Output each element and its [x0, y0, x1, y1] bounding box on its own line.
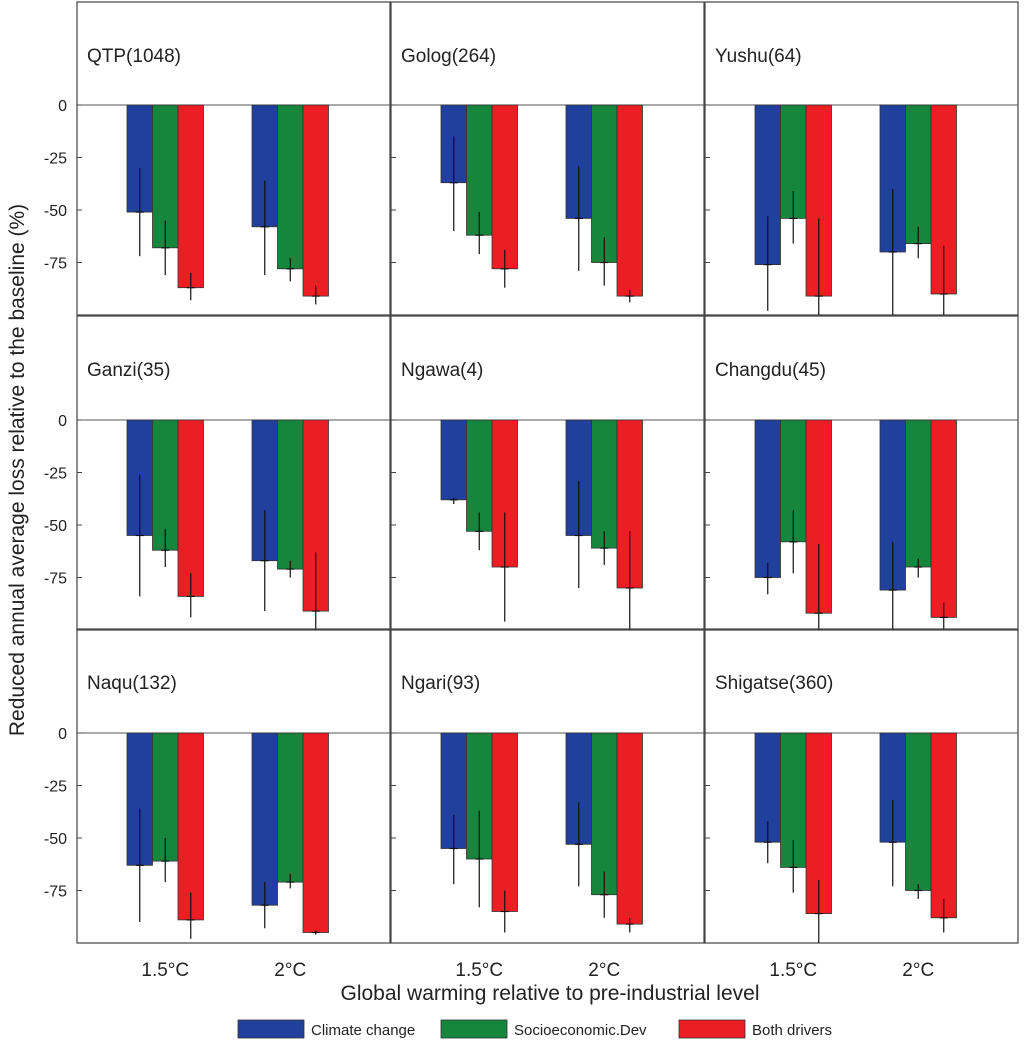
- bar-climate-change: [251, 732, 278, 906]
- panel-qtp-1048: QTP(1048) 0 -25 -50 -75: [44, 1, 391, 316]
- y-tick-label: -50: [44, 518, 67, 535]
- bar-socioeconomic-dev: [591, 104, 618, 263]
- panel-yushu-64: Yushu(64): [704, 1, 1019, 316]
- bar-climate-change: [440, 419, 467, 501]
- y-tick-label: -25: [44, 151, 67, 168]
- y-tick-label: -75: [44, 571, 67, 588]
- panel-title: Ngari(93): [401, 673, 480, 694]
- panel-changdu-45: Changdu(45): [704, 315, 1019, 631]
- panel-shigatse-360: Shigatse(360) 1.5°C 2°C: [704, 628, 1019, 981]
- bar-both-drivers: [616, 732, 643, 925]
- bar-socioeconomic-dev: [591, 732, 618, 896]
- legend: Climate change Socioeconomic.Dev Both driv…: [237, 1019, 832, 1039]
- legend-swatch-socioeconomic-dev: [440, 1019, 508, 1039]
- panel-frame: [704, 1, 1019, 316]
- panel-title: Yushu(64): [715, 46, 802, 67]
- legend-label: Climate change: [311, 1022, 415, 1039]
- legend-label: Socioeconomic.Dev: [514, 1022, 647, 1039]
- bar-both-drivers: [930, 732, 957, 919]
- panel-title: Shigatse(360): [715, 673, 833, 694]
- panel-golog-264: Golog(264): [390, 1, 705, 316]
- panel-ganzi-35: Ganzi(35) 0 -25 -50 -75: [44, 315, 391, 631]
- bar-both-drivers: [491, 732, 518, 912]
- y-tick-label: -25: [44, 466, 67, 483]
- panel-frame: [390, 1, 705, 316]
- x-tick-label: 1.5°C: [141, 960, 189, 981]
- panel-naqu-132: Naqu(132) 0 -25 -50 -75 1.5°C 2°C: [44, 628, 391, 981]
- x-axis-label: Global warming relative to pre-industria…: [340, 982, 759, 1005]
- y-tick-label: -75: [44, 884, 67, 901]
- bar-socioeconomic-dev: [591, 419, 618, 549]
- bar-socioeconomic-dev: [277, 104, 304, 270]
- panels-layer: QTP(1048) 0 -25 -50 -75 Golog(264) Yushu(64) Ga…: [44, 1, 1019, 981]
- x-tick-label: 1.5°C: [455, 960, 503, 981]
- bar-both-drivers: [616, 104, 643, 297]
- y-tick-label: 0: [58, 98, 67, 115]
- x-tick-label: 1.5°C: [769, 960, 817, 981]
- y-tick-label: -25: [44, 779, 67, 796]
- y-tick-label: 0: [58, 726, 67, 743]
- panel-title: Golog(264): [401, 46, 496, 67]
- bar-socioeconomic-dev: [905, 732, 932, 891]
- bar-both-drivers: [177, 104, 204, 289]
- bar-climate-change: [754, 419, 781, 578]
- legend-label: Both drivers: [752, 1022, 832, 1039]
- y-tick-label: 0: [58, 413, 67, 430]
- bar-socioeconomic-dev: [277, 732, 304, 883]
- bar-both-drivers: [177, 732, 204, 921]
- panel-title: Naqu(132): [87, 673, 177, 694]
- bar-both-drivers: [302, 104, 329, 297]
- x-tick-label: 2°C: [902, 960, 934, 981]
- bar-socioeconomic-dev: [277, 419, 304, 570]
- bar-both-drivers: [177, 419, 204, 597]
- legend-swatch-both-drivers: [678, 1019, 746, 1039]
- legend-swatch-climate-change: [237, 1019, 305, 1039]
- bar-both-drivers: [302, 732, 329, 933]
- y-tick-label: -50: [44, 203, 67, 220]
- y-axis-label: Reduced annual average loss relative to …: [6, 204, 29, 736]
- panel-ngawa-4: Ngawa(4): [390, 315, 705, 631]
- panel-title: Ganzi(35): [87, 360, 170, 381]
- x-tick-label: 2°C: [274, 960, 306, 981]
- bar-socioeconomic-dev: [905, 104, 932, 245]
- bar-socioeconomic-dev: [905, 419, 932, 568]
- x-tick-label: 2°C: [588, 960, 620, 981]
- panel-title: Ngawa(4): [401, 360, 483, 381]
- bar-both-drivers: [930, 419, 957, 618]
- y-tick-label: -75: [44, 256, 67, 273]
- bar-both-drivers: [491, 104, 518, 270]
- panel-frame: [76, 1, 391, 316]
- y-tick-label: -50: [44, 831, 67, 848]
- panel-title: QTP(1048): [87, 46, 181, 67]
- panel-ngari-93: Ngari(93) 1.5°C 2°C: [390, 628, 705, 981]
- panel-title: Changdu(45): [715, 360, 826, 381]
